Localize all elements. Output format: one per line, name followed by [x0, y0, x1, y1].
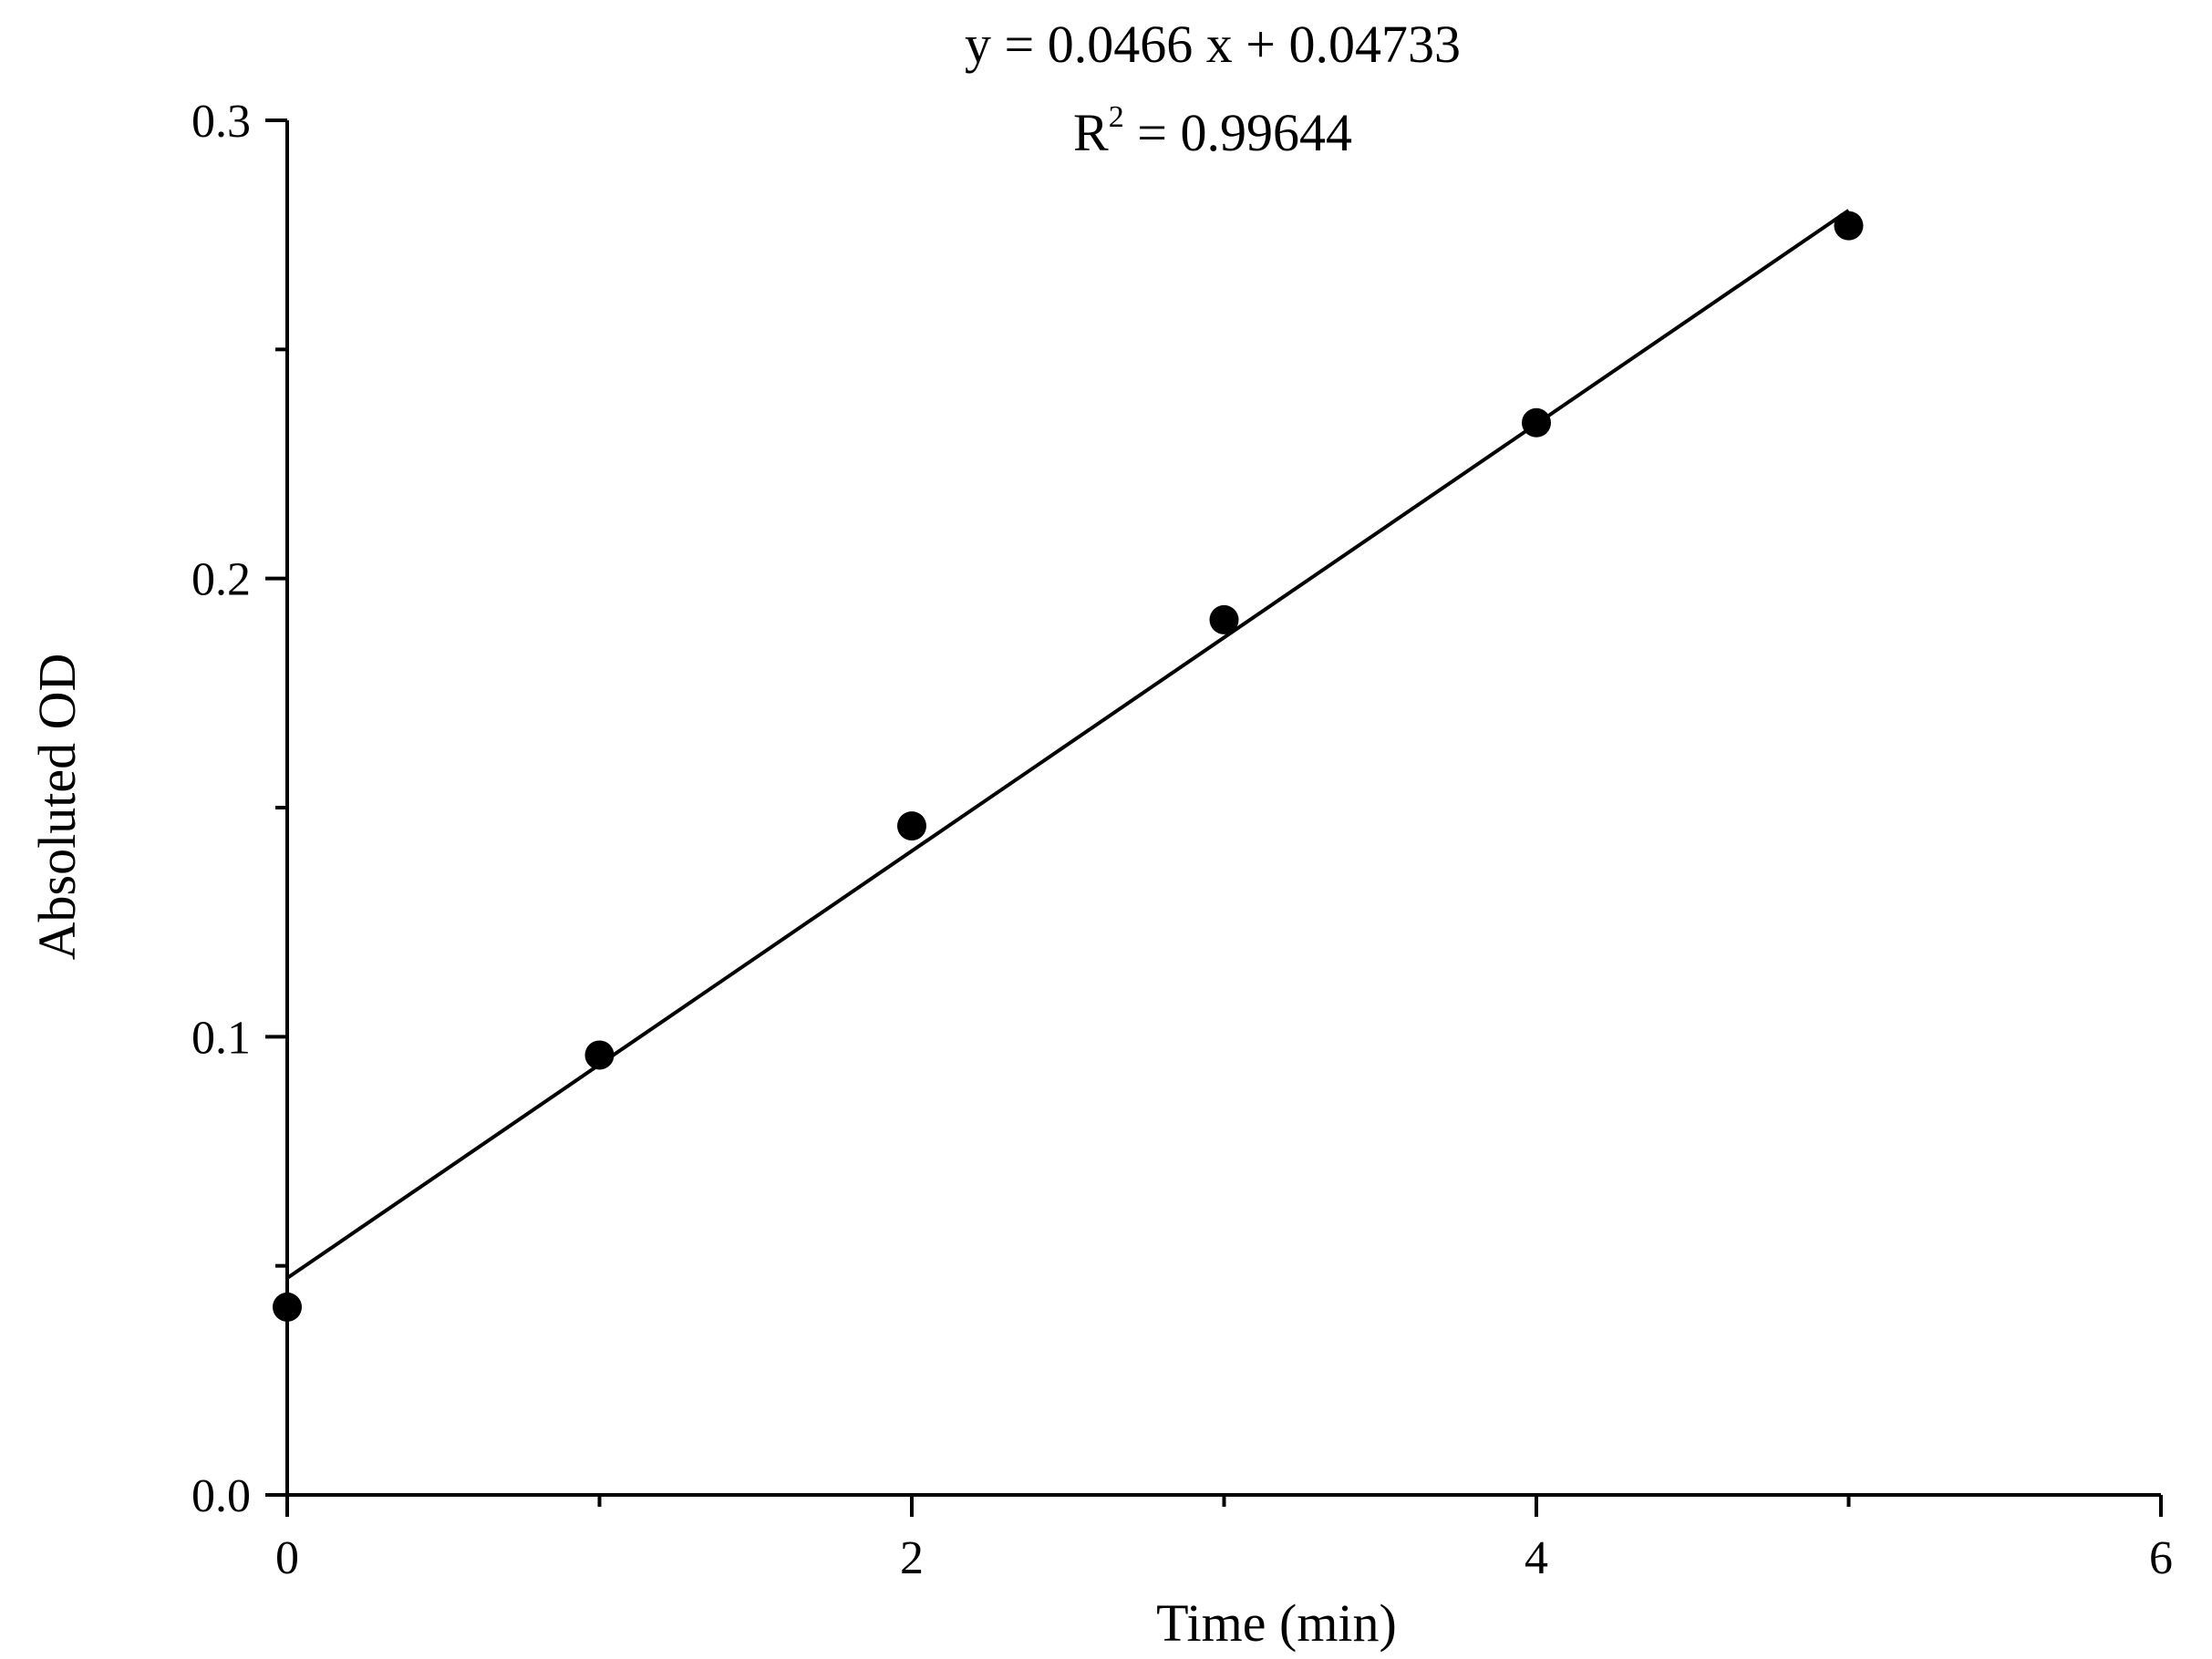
data-points [273, 211, 1864, 1322]
r-squared-superscript: 2 [1109, 100, 1124, 134]
data-point [584, 1040, 615, 1070]
axes: 0 2 4 6 0.0 0.1 0.2 0.3 [191, 96, 2173, 1584]
y-tick-label: 0.1 [191, 1012, 251, 1064]
x-tick-label: 4 [1525, 1532, 1548, 1584]
data-point [273, 1292, 302, 1322]
y-tick-label: 0.3 [191, 96, 251, 148]
fit-line [285, 209, 1850, 1280]
x-tick-label: 2 [900, 1532, 924, 1584]
r-squared-value: = 0.99644 [1124, 103, 1352, 162]
y-tick-label: 0.2 [191, 554, 251, 606]
data-point [897, 811, 926, 841]
y-axis-title: Absoluted OD [27, 654, 87, 961]
x-tick-label: 0 [275, 1532, 299, 1584]
r-squared-label: R2 = 0.99644 [1073, 100, 1352, 162]
fit-line-group [285, 209, 1850, 1280]
x-axis-title: Time (min) [1156, 1593, 1397, 1653]
r-squared-prefix: R [1073, 103, 1109, 162]
x-tick-label: 6 [2149, 1532, 2173, 1584]
data-point [1834, 211, 1864, 241]
data-point [1522, 407, 1551, 438]
y-tick-label: 0.0 [191, 1470, 251, 1522]
fit-equation: y = 0.0466 x + 0.04733 [965, 15, 1461, 74]
data-point [1209, 604, 1239, 634]
